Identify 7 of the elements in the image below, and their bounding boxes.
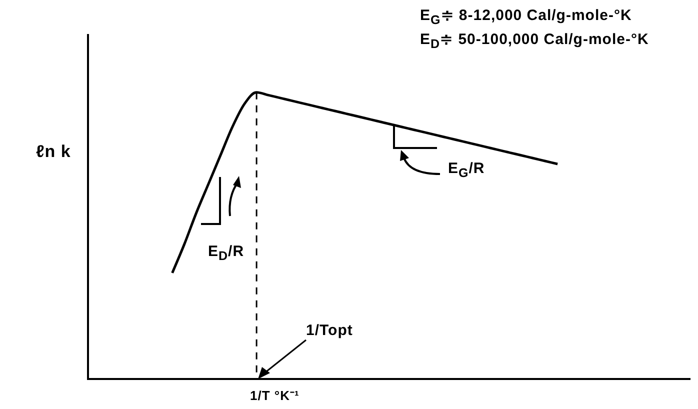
text: E$_{G}$≑ 8-12,000 Cal/g-mole-°K [420, 6, 632, 27]
x-axis-title: 1/T °K⁻¹ [250, 387, 300, 404]
annotation: E$_{D}$/R [208, 243, 244, 263]
y-axis-title: ℓn k [36, 142, 71, 162]
annotation: E$_{G}$/R [448, 160, 485, 180]
text: E$_{D}$≑ 50-100,000 Cal/g-mole-°K [420, 30, 649, 51]
annotation: 1/Topt [306, 322, 353, 339]
